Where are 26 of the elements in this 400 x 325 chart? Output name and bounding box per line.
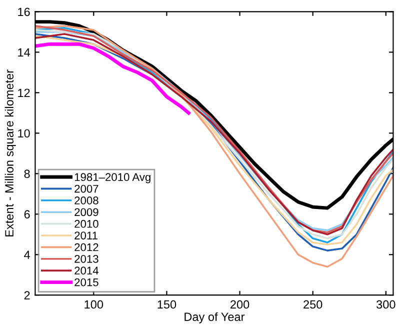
legend-label: 2014 bbox=[74, 266, 98, 275]
legend-label: 2008 bbox=[74, 196, 98, 204]
y-axis-title: Extent - Million square kilometer bbox=[4, 70, 16, 236]
y-tick-label: 10 bbox=[18, 129, 30, 138]
x-tick-label: 250 bbox=[304, 300, 322, 309]
y-tick-label: 14 bbox=[18, 48, 30, 56]
x-tick-label: 300 bbox=[376, 300, 396, 309]
y-tick-label: 16 bbox=[18, 8, 30, 16]
y-tick-label: 8 bbox=[24, 170, 30, 178]
legend-label: 2009 bbox=[74, 208, 98, 216]
x-tick-label: 100 bbox=[84, 300, 104, 309]
line-series bbox=[35, 42, 190, 115]
legend-label: 2013 bbox=[74, 254, 98, 263]
y-tick-label: 2 bbox=[24, 291, 30, 300]
y-tick-label: 6 bbox=[24, 210, 30, 219]
y-tick-label: 4 bbox=[24, 250, 30, 259]
legend-label: 2011 bbox=[74, 232, 98, 240]
x-tick-label: 150 bbox=[158, 300, 176, 309]
legend-label: 2012 bbox=[74, 243, 98, 252]
x-axis-title: Day of Year bbox=[184, 312, 245, 324]
legend-label: 2015 bbox=[74, 278, 98, 286]
y-tick-label: 12 bbox=[18, 88, 30, 97]
x-tick-label: 200 bbox=[230, 300, 250, 309]
legend-label: 2010 bbox=[74, 220, 98, 228]
legend-label: 2007 bbox=[74, 184, 98, 193]
legend-label: 1981–2010 Avg bbox=[74, 173, 150, 184]
